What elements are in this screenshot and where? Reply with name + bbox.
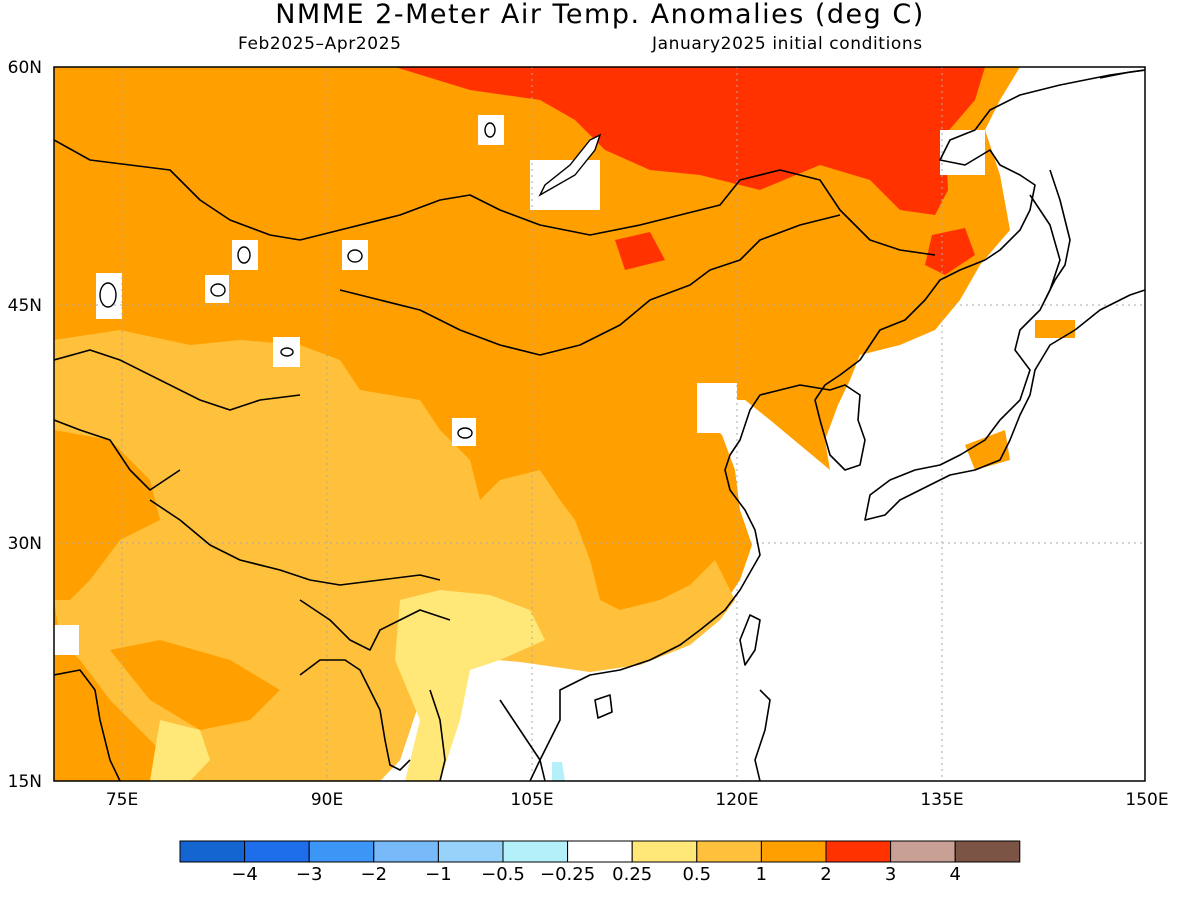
lon-label-120e: 120E [715, 790, 759, 810]
anomaly-region-india-warm [54, 430, 280, 730]
colorbar-tick-label: 1 [755, 864, 768, 885]
colorbar-tick-label: −0.5 [481, 864, 525, 885]
anomaly-region-0.25-to-0.5 [150, 590, 545, 781]
lon-label-135e: 135E [920, 790, 964, 810]
colorbar-swatch [308, 840, 375, 863]
colorbar-swatch [954, 840, 1021, 863]
map-frame [53, 66, 1146, 782]
colorbar-swatch [373, 840, 439, 863]
coastlines-borders [54, 69, 1145, 781]
colorbar-tick-label: −2 [360, 864, 388, 885]
colorbar [179, 840, 1021, 863]
colorbar-tick-label: 2 [820, 864, 832, 885]
anomaly-region-cool [552, 762, 565, 781]
colorbar-swatch [631, 840, 698, 863]
chart-title: NMME 2-Meter Air Temp. Anomalies (deg C) [275, 0, 925, 30]
colorbar-swatch [179, 840, 246, 863]
anomaly-region-2-to-3 [395, 67, 985, 275]
colorbar-swatch [437, 840, 504, 863]
lake-outlines [99, 122, 602, 439]
lon-label-90e: 90E [310, 790, 344, 810]
map-field [54, 67, 1145, 781]
colorbar-tick-label: 0.5 [682, 864, 712, 885]
colorbar-swatch [696, 840, 762, 863]
lat-label-60n: 60N [7, 58, 42, 78]
valid-period-label: Feb2025–Apr2025 [238, 34, 402, 54]
colorbar-tick-label: 4 [949, 864, 961, 885]
lon-label-75e: 75E [105, 790, 139, 810]
colorbar-tick-label: 3 [884, 864, 897, 885]
colorbar-swatch [244, 840, 310, 863]
colorbar-swatch [760, 840, 827, 863]
colorbar-tick-label: −1 [425, 864, 452, 885]
colorbar-swatch [890, 840, 956, 863]
colorbar-swatch [825, 840, 892, 863]
colorbar-tick-label: −3 [295, 864, 323, 885]
colorbar-swatch [567, 840, 633, 863]
colorbar-tick-label: 0.25 [612, 864, 653, 885]
anomaly-region-japan [965, 320, 1075, 470]
lat-label-30n: 30N [7, 534, 42, 554]
lon-label-150e: 150E [1125, 790, 1169, 810]
colorbar-tick-label: −4 [231, 864, 258, 885]
colorbar-tick-label: −0.25 [540, 864, 596, 885]
grid-lines [54, 67, 1145, 781]
initial-conditions-label: January2025 initial conditions [652, 34, 923, 54]
lat-label-15n: 15N [7, 772, 42, 792]
lat-label-45n: 45N [7, 296, 42, 316]
colorbar-swatch [502, 840, 569, 863]
lon-label-105e: 105E [510, 790, 554, 810]
